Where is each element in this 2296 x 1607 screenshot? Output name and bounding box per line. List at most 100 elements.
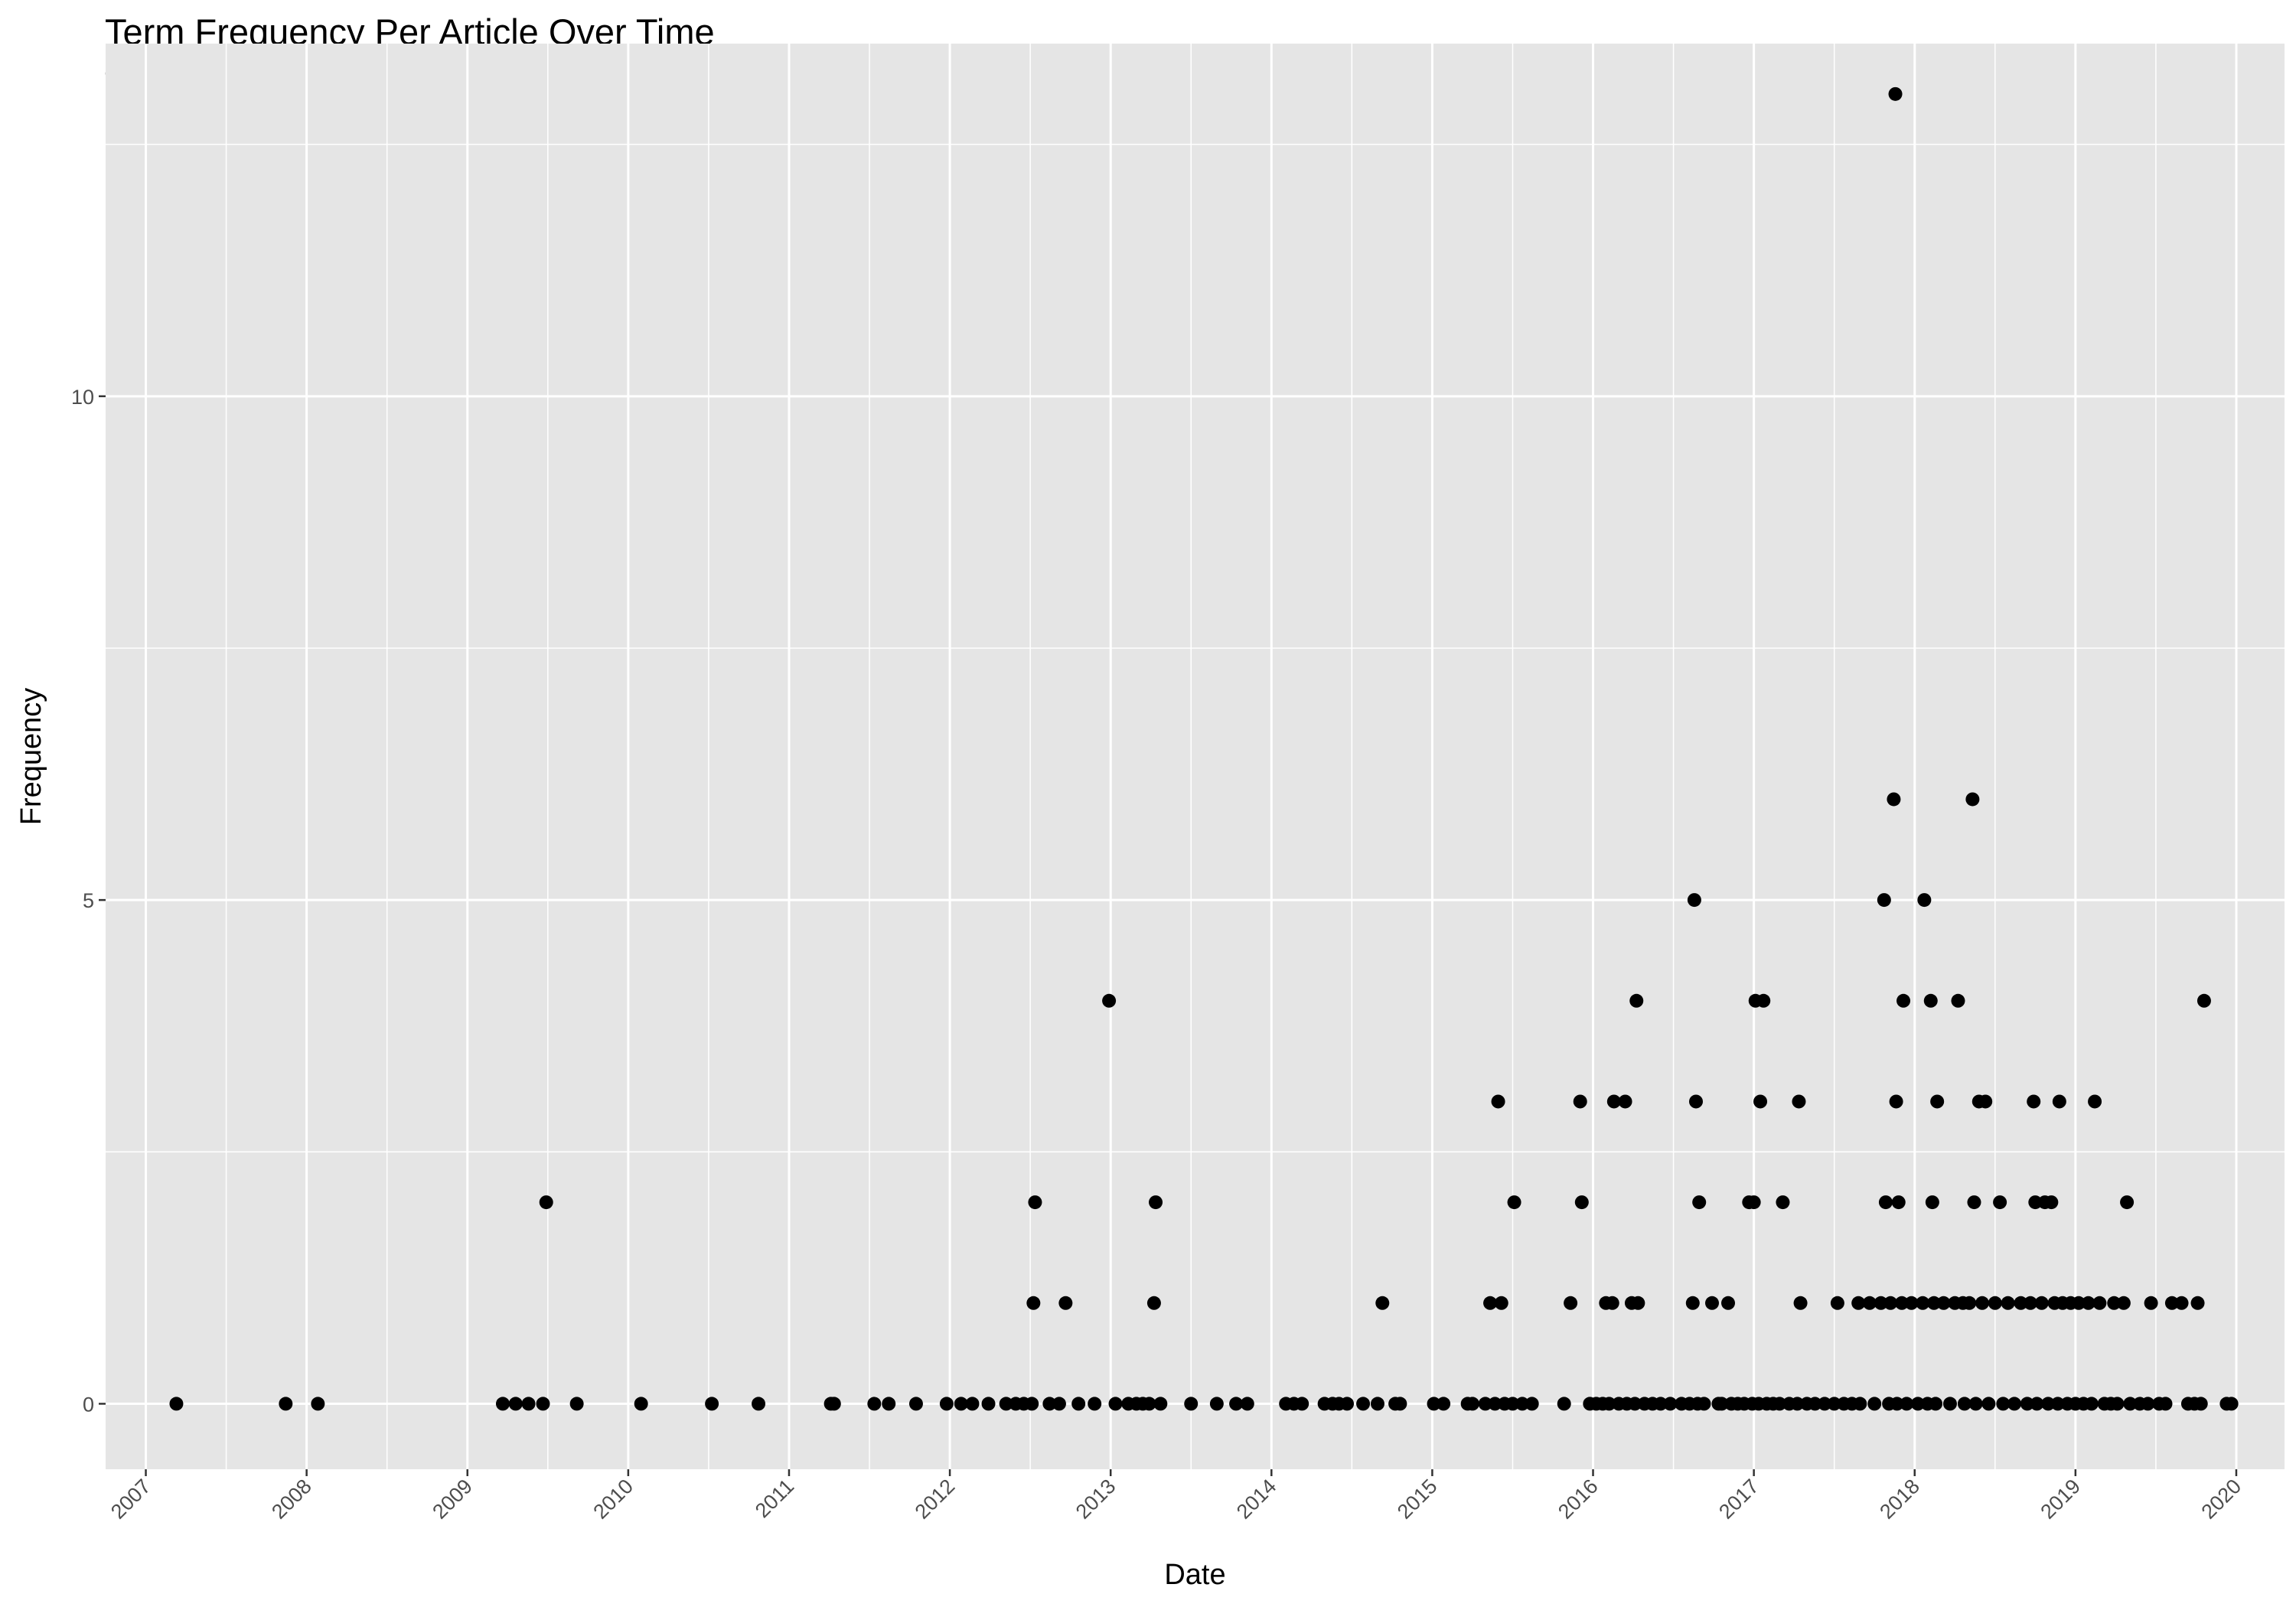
data-point — [1851, 1296, 1866, 1310]
data-point — [1108, 1397, 1123, 1411]
data-point — [939, 1397, 954, 1411]
data-point — [1978, 1094, 1993, 1109]
x-tick-label: 2011 — [751, 1475, 798, 1522]
data-point — [1790, 1397, 1805, 1411]
data-point — [1827, 1397, 1841, 1411]
data-point — [2197, 993, 2211, 1008]
x-tick-label: 2014 — [1232, 1475, 1281, 1524]
data-point — [1874, 1296, 1888, 1310]
data-point — [2028, 1195, 2043, 1210]
data-point — [1916, 1296, 1930, 1310]
data-point — [1488, 1397, 1502, 1411]
data-point — [2007, 1397, 2022, 1411]
data-point — [1773, 1397, 1787, 1411]
data-point — [2081, 1296, 2095, 1310]
data-point — [1867, 1397, 1882, 1411]
data-point — [2034, 1296, 2049, 1310]
data-point — [908, 1397, 923, 1411]
x-tick-label: 2015 — [1393, 1475, 1442, 1524]
data-point — [495, 1397, 510, 1411]
data-point — [1923, 993, 1938, 1008]
data-point — [634, 1397, 648, 1411]
data-point — [539, 1195, 553, 1210]
data-point — [2193, 1397, 2208, 1411]
x-tick-label: 2012 — [911, 1475, 960, 1524]
data-point — [1951, 993, 1965, 1008]
data-point — [1184, 1397, 1199, 1411]
data-point — [1896, 993, 1911, 1008]
data-point — [705, 1397, 719, 1411]
data-point — [2044, 1195, 2059, 1210]
x-axis-title: Date — [1164, 1559, 1225, 1591]
data-point — [827, 1397, 841, 1411]
data-point — [1507, 1195, 1521, 1210]
data-point — [536, 1397, 550, 1411]
data-point — [521, 1397, 536, 1411]
data-point — [1153, 1397, 1168, 1411]
data-point — [2041, 1397, 2056, 1411]
data-point — [1904, 1296, 1919, 1310]
data-point — [2141, 1397, 2155, 1411]
y-axis: 0 5 10 — [71, 386, 106, 1416]
data-point — [1910, 1397, 1925, 1411]
data-point — [1925, 1195, 1939, 1210]
data-point — [1705, 1296, 1720, 1310]
data-point — [1052, 1397, 1066, 1411]
data-point — [1853, 1397, 1867, 1411]
data-points — [169, 86, 2239, 1411]
data-point — [1792, 1094, 1806, 1109]
y-axis-title: Frequency — [15, 688, 47, 826]
data-point — [2072, 1296, 2086, 1310]
data-point — [882, 1397, 896, 1411]
data-point — [1071, 1397, 1086, 1411]
data-point — [1240, 1397, 1254, 1411]
data-point — [2052, 1094, 2066, 1109]
data-point — [2020, 1397, 2034, 1411]
data-point — [1209, 1397, 1224, 1411]
data-point — [1483, 1296, 1498, 1310]
data-point — [508, 1397, 523, 1411]
data-point — [2158, 1397, 2173, 1411]
x-axis: 2007 2008 2009 2010 2011 2012 2013 2014 2015 2016… — [106, 1469, 2245, 1524]
data-point — [2110, 1397, 2125, 1411]
data-point — [1746, 1195, 1761, 1210]
data-point — [1808, 1397, 1822, 1411]
data-point — [1505, 1397, 1520, 1411]
data-point — [2224, 1397, 2239, 1411]
x-tick-label: 2007 — [106, 1475, 155, 1524]
data-point — [1437, 1397, 1451, 1411]
data-point — [2116, 1296, 2131, 1310]
data-point — [1753, 1094, 1768, 1109]
data-point — [752, 1397, 766, 1411]
data-point — [1721, 1296, 1736, 1310]
data-point — [1993, 1195, 2007, 1210]
x-tick-label: 2020 — [2197, 1475, 2246, 1524]
data-point — [2190, 1296, 2205, 1310]
data-point — [1102, 993, 1117, 1008]
data-point — [1356, 1397, 1371, 1411]
data-point — [1692, 1195, 1707, 1210]
data-point — [1996, 1397, 2011, 1411]
x-tick-label: 2016 — [1554, 1475, 1603, 1524]
data-point — [1146, 1296, 1161, 1310]
data-point — [1629, 993, 1644, 1008]
data-point — [1965, 792, 1980, 807]
data-point — [1890, 1397, 1904, 1411]
data-point — [1891, 1195, 1906, 1210]
data-point — [1818, 1397, 1832, 1411]
data-point — [2030, 1397, 2044, 1411]
x-tick-label: 2019 — [2036, 1475, 2085, 1524]
data-point — [1957, 1397, 1971, 1411]
data-point — [2024, 1296, 2038, 1310]
data-point — [2014, 1296, 2028, 1310]
data-point — [1685, 1296, 1700, 1310]
grid-minor — [106, 44, 2285, 1469]
data-point — [1088, 1397, 1102, 1411]
data-point — [1557, 1397, 1571, 1411]
data-point — [1975, 1296, 1989, 1310]
x-tick-label: 2009 — [428, 1475, 477, 1524]
data-point — [1491, 1094, 1505, 1109]
data-point — [1573, 1094, 1587, 1109]
data-point — [954, 1397, 968, 1411]
